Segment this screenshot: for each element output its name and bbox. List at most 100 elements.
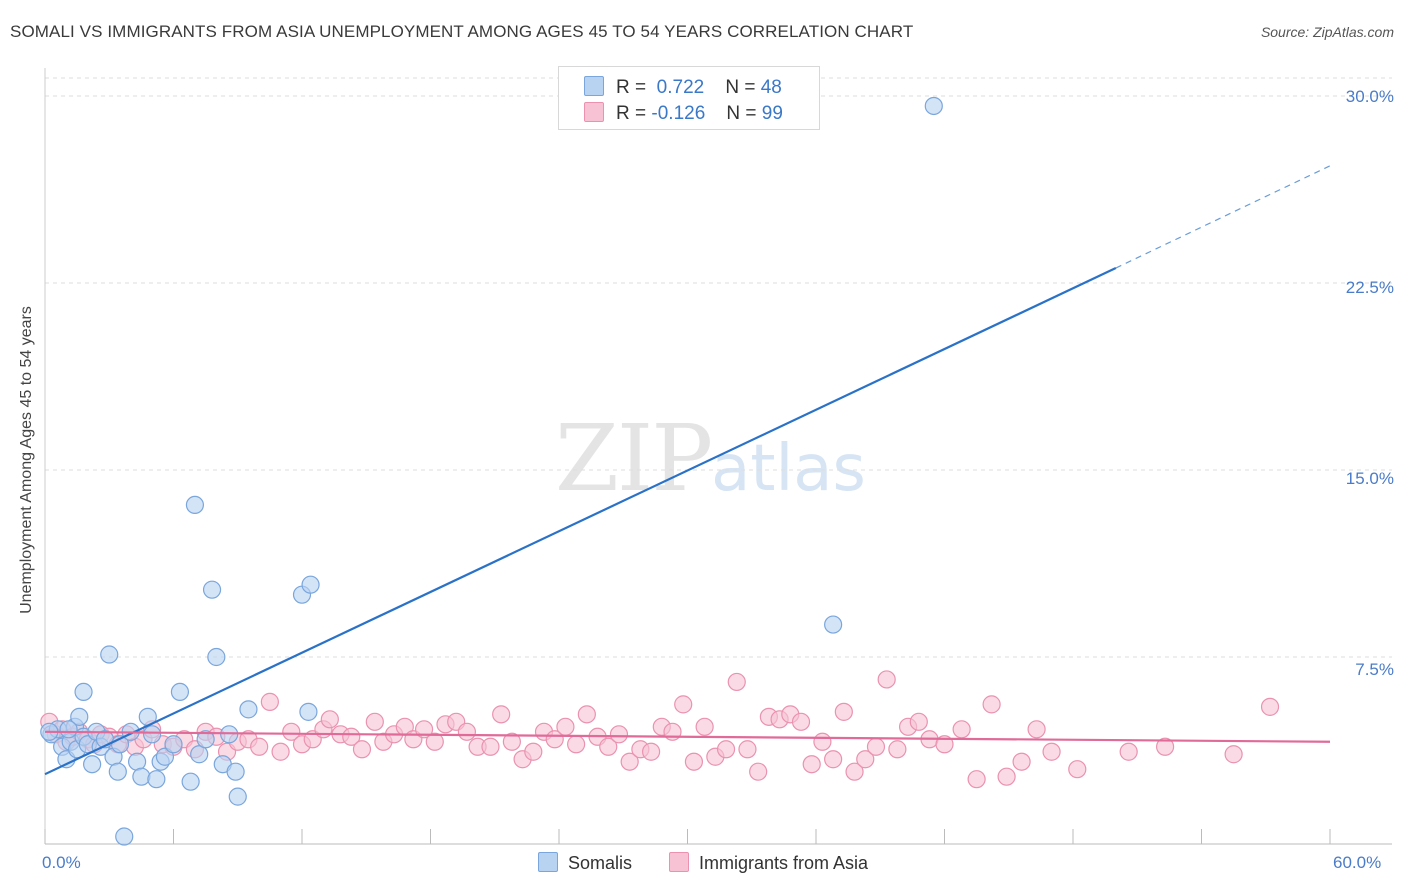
asia-point-98 (1155, 737, 1175, 756)
somalis-point-7 (70, 707, 89, 726)
asia-point-41 (425, 732, 444, 751)
legend-item-somalis[interactable]: Somalis (537, 852, 632, 874)
asia-point-82 (866, 737, 886, 756)
asia-point-46 (481, 737, 500, 756)
somalis-point-32 (190, 745, 209, 764)
asia-n-label: N = (726, 103, 757, 124)
asia-point-57 (599, 737, 618, 756)
asia-point-97 (1119, 742, 1138, 761)
somalis-legend-label: Somalis (567, 853, 632, 873)
asia-n-value: 99 (761, 103, 783, 124)
asia-point-65 (684, 752, 704, 771)
somalis-point-38 (226, 762, 245, 781)
somalis-point-39 (228, 787, 247, 806)
asia-point-48 (502, 732, 521, 751)
somalis-point-19 (115, 827, 134, 846)
y-tick-7-5: 7.5% (1355, 660, 1394, 679)
asia-point-55 (577, 705, 596, 724)
chart-title: SOMALI VS IMMIGRANTS FROM ASIA UNEMPLOYM… (10, 22, 914, 41)
somalis-trend-extension (1115, 165, 1331, 269)
somalis-point-15 (100, 645, 119, 664)
asia-point-64 (674, 695, 693, 714)
asia-point-66 (695, 717, 714, 736)
somalis-point-29 (170, 682, 190, 702)
asia-r-value: -0.126 (651, 103, 706, 124)
somalis-n-label: N = (725, 77, 756, 98)
asia-point-61 (641, 742, 661, 761)
asia-point-84 (888, 740, 907, 759)
asia-point-58 (609, 725, 629, 744)
asia-point-93 (1012, 752, 1031, 771)
y-tick-30: 30.0% (1345, 87, 1394, 106)
asia-point-71 (749, 762, 768, 781)
somalis-r-value: 0.722 (656, 77, 705, 98)
asia-point-77 (813, 732, 832, 751)
somalis-point-35 (207, 647, 226, 667)
somalis-point-44 (824, 615, 843, 634)
asia-legend-swatch (669, 852, 689, 872)
asia-point-40 (414, 720, 434, 739)
asia-point-50 (524, 742, 543, 761)
y-axis-label: Unemployment Among Ages 45 to 54 years (18, 306, 35, 614)
asia-point-26 (271, 742, 290, 761)
somalis-point-21 (127, 752, 147, 771)
somalis-point-34 (202, 580, 222, 599)
asia-point-44 (457, 722, 477, 741)
asia-point-25 (260, 692, 279, 711)
somalis-point-27 (155, 747, 175, 766)
asia-point-91 (982, 695, 1001, 714)
asia-point-79 (834, 702, 853, 721)
asia-point-89 (952, 720, 971, 739)
somalis-point-9 (74, 682, 93, 702)
somalis-point-45 (924, 96, 943, 116)
asia-point-33 (342, 727, 361, 746)
asia-point-68 (716, 740, 736, 759)
x-tick-60: 60.0% (1333, 853, 1382, 872)
asia-point-95 (1042, 742, 1061, 761)
legend-row-somalis: R = 0.722 N = 48 (584, 76, 782, 99)
watermark-zip: ZIP (555, 405, 713, 512)
watermark-atlas: atlas (711, 432, 866, 506)
asia-point-31 (320, 710, 339, 729)
asia-point-94 (1027, 720, 1046, 739)
legend-row-asia: R = -0.126 N = 99 (584, 102, 783, 125)
somalis-trend-line (44, 267, 1117, 776)
somalis-legend-swatch (537, 852, 558, 872)
asia-point-81 (856, 750, 875, 769)
asia-point-24 (250, 737, 269, 756)
asia-point-78 (824, 750, 843, 769)
asia-point-99 (1224, 745, 1243, 764)
somalis-point-24 (142, 725, 162, 744)
somalis-swatch (584, 76, 604, 96)
asia-point-35 (365, 712, 384, 731)
asia-point-69 (727, 672, 746, 692)
somalis-point-42 (299, 702, 318, 721)
asia-point-86 (909, 712, 928, 731)
asia-point-27 (282, 722, 301, 741)
legend-item-asia[interactable]: Immigrants from Asia (669, 852, 868, 874)
asia-point-92 (997, 767, 1016, 786)
somalis-point-33 (196, 730, 215, 749)
asia-point-80 (845, 762, 864, 781)
asia-point-76 (802, 755, 821, 774)
correlation-legend: R = 0.722 N = 48 R = -0.126 N = 99 (558, 66, 820, 130)
asia-legend-label: Immigrants from Asia (699, 853, 869, 873)
somalis-point-31 (185, 495, 205, 515)
asia-point-70 (738, 740, 757, 759)
asia-point-53 (556, 717, 575, 736)
asia-point-96 (1068, 760, 1087, 779)
asia-r-label: R = (616, 103, 647, 124)
somalis-point-17 (108, 762, 127, 781)
series-legend: Somalis Immigrants from Asia (0, 852, 1406, 874)
somalis-point-43 (301, 575, 320, 594)
somalis-point-40 (239, 700, 258, 719)
asia-trend-line (44, 730, 1331, 743)
asia-point-83 (877, 670, 896, 689)
somalis-n-value: 48 (760, 77, 782, 98)
asia-point-100 (1260, 697, 1280, 716)
x-tick-0: 0.0% (42, 853, 81, 872)
somalis-point-30 (181, 772, 200, 791)
asia-point-47 (492, 705, 511, 724)
asia-point-90 (967, 770, 986, 789)
somalis-point-47 (59, 720, 78, 739)
